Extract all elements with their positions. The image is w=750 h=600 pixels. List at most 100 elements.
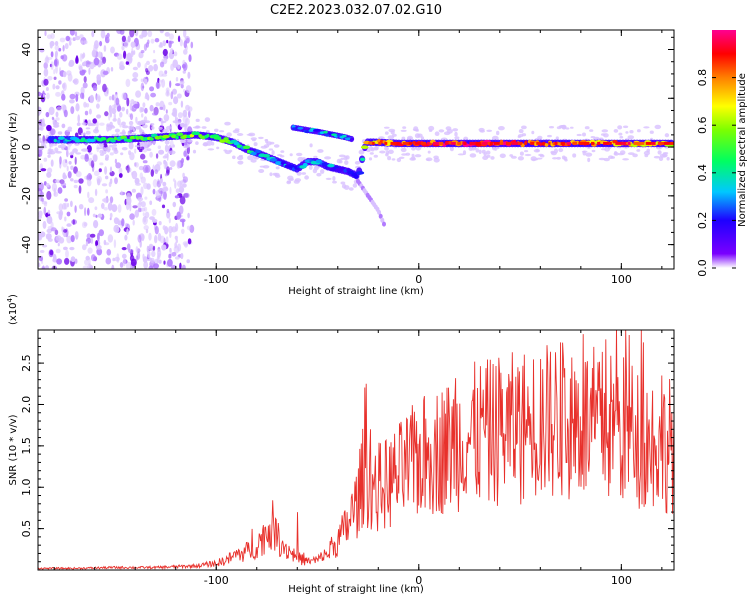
noise-speck bbox=[105, 189, 108, 194]
branch-core bbox=[349, 137, 355, 141]
halo-speck bbox=[348, 187, 354, 191]
halo-speck bbox=[234, 128, 240, 132]
noise-speck bbox=[143, 206, 148, 212]
noise-speck bbox=[44, 265, 50, 269]
halo-speck bbox=[406, 135, 414, 141]
ridge-core bbox=[315, 159, 322, 164]
noise-speck bbox=[179, 180, 184, 188]
noise-speck bbox=[120, 190, 123, 196]
peak-segment bbox=[572, 141, 577, 145]
noise-speck bbox=[165, 87, 170, 94]
noise-speck bbox=[144, 196, 148, 200]
noise-speck bbox=[83, 76, 87, 83]
noise-speck bbox=[147, 250, 151, 258]
halo-speck bbox=[561, 155, 566, 160]
noise-speck bbox=[70, 165, 74, 170]
noise-speck bbox=[143, 225, 149, 231]
halo-speck bbox=[625, 131, 629, 134]
noise-speck bbox=[105, 36, 110, 44]
ridge-core bbox=[176, 132, 184, 136]
ridge-core bbox=[74, 139, 82, 143]
noise-speck bbox=[96, 248, 103, 256]
halo-speck bbox=[666, 156, 670, 161]
halo-speck bbox=[94, 126, 99, 132]
halo-speck bbox=[617, 125, 623, 130]
noise-speck bbox=[93, 44, 99, 49]
peak-segment bbox=[402, 141, 409, 145]
halo-speck bbox=[206, 142, 213, 146]
noise-speck bbox=[90, 233, 96, 238]
halo-speck bbox=[250, 137, 257, 141]
peak-segment bbox=[530, 141, 535, 145]
noise-speck bbox=[74, 205, 77, 213]
halo-speck bbox=[308, 165, 313, 170]
noise-speck bbox=[183, 150, 187, 157]
noise-speck bbox=[49, 249, 54, 256]
noise-speck bbox=[64, 216, 67, 222]
halo-speck bbox=[138, 121, 145, 126]
halo-speck bbox=[195, 118, 200, 122]
noise-speck bbox=[126, 243, 131, 251]
halo-speck bbox=[206, 140, 213, 144]
noise-speck bbox=[169, 186, 172, 195]
noise-speck bbox=[51, 116, 55, 120]
noise-speck bbox=[60, 55, 64, 60]
halo-speck bbox=[664, 133, 670, 138]
noise-speck bbox=[43, 157, 48, 162]
noise-speck bbox=[141, 113, 144, 118]
peak-segment bbox=[603, 141, 609, 145]
noise-speck bbox=[159, 235, 165, 244]
noise-speck bbox=[152, 245, 156, 251]
halo-speck bbox=[268, 148, 274, 151]
noise-speck bbox=[50, 61, 54, 70]
halo-speck bbox=[368, 157, 373, 161]
noise-speck bbox=[83, 101, 87, 108]
halo-speck bbox=[449, 146, 454, 152]
halo-speck bbox=[275, 174, 281, 178]
snr-xlabel: Height of straight line (km) bbox=[288, 584, 424, 595]
halo-speck bbox=[96, 147, 102, 150]
halo-speck bbox=[622, 158, 629, 161]
noise-speck bbox=[129, 213, 135, 220]
noise-speck bbox=[166, 210, 171, 219]
noise-speck bbox=[126, 108, 129, 115]
noise-speck bbox=[112, 257, 116, 262]
colorbar-tick-label: 0.2 bbox=[696, 212, 709, 230]
halo-speck bbox=[535, 148, 540, 152]
peak-segment bbox=[439, 141, 444, 145]
halo-speck bbox=[168, 150, 176, 155]
halo-speck bbox=[603, 133, 609, 138]
peak-segment bbox=[457, 141, 462, 145]
noise-speck bbox=[168, 217, 171, 224]
noise-speck bbox=[148, 265, 154, 269]
noise-speck bbox=[174, 242, 178, 249]
noise-speck bbox=[106, 249, 112, 256]
peak-segment bbox=[372, 141, 375, 145]
halo-speck bbox=[146, 148, 152, 152]
noise-speck bbox=[128, 141, 134, 150]
noise-speck bbox=[124, 234, 128, 241]
noise-speck bbox=[103, 45, 107, 52]
noise-speck bbox=[174, 256, 180, 260]
ridge-core bbox=[48, 136, 56, 141]
halo-speck bbox=[238, 154, 243, 158]
noise-speck bbox=[179, 39, 183, 47]
peak-segment bbox=[657, 141, 665, 145]
ridge-core bbox=[219, 139, 226, 143]
halo-speck bbox=[539, 154, 545, 158]
noise-speck bbox=[69, 99, 75, 104]
halo-speck bbox=[549, 126, 554, 129]
noise-speck bbox=[50, 51, 54, 58]
noise-speck bbox=[114, 158, 117, 164]
noise-speck bbox=[64, 198, 68, 202]
branch-core bbox=[304, 130, 310, 134]
noise-speck bbox=[125, 78, 131, 88]
peak-segment bbox=[542, 141, 545, 145]
noise-speck bbox=[118, 173, 123, 178]
noise-speck bbox=[116, 253, 120, 261]
ridge-core bbox=[206, 133, 210, 138]
noise-speck bbox=[114, 227, 120, 233]
halo-speck bbox=[121, 147, 128, 151]
noise-speck bbox=[121, 45, 125, 51]
noise-speck bbox=[66, 202, 70, 208]
